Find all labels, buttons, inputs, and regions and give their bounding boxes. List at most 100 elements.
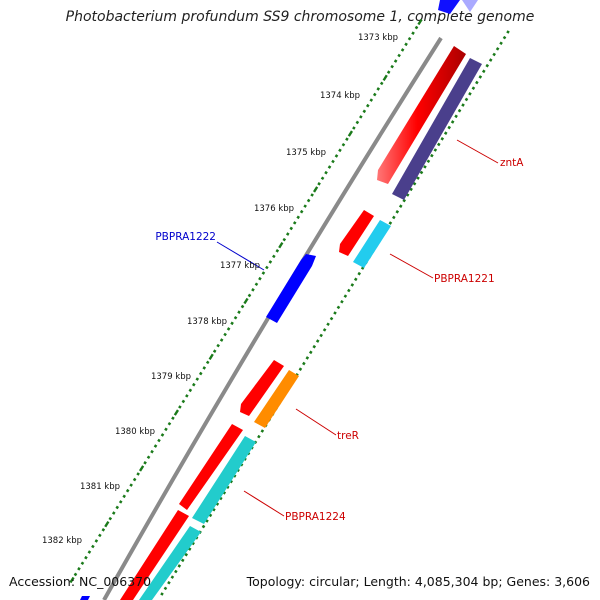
inner-minor-tick	[215, 502, 220, 506]
inner-minor-tick	[502, 35, 507, 40]
outer-minor-tick	[268, 260, 273, 264]
outer-major-tick	[278, 242, 284, 249]
inner-minor-tick	[315, 339, 320, 343]
gene-label-trer[interactable]: treR	[337, 430, 359, 442]
leader-PBPRA1224	[243, 490, 285, 517]
inner-minor-tick	[232, 474, 237, 478]
outer-minor-tick	[98, 533, 102, 538]
outer-minor-tick	[355, 120, 360, 125]
inner-minor-tick	[347, 288, 351, 293]
inner-minor-tick	[180, 558, 185, 563]
inner-minor-tick	[170, 575, 175, 579]
inner-minor-tick	[191, 541, 195, 546]
outer-minor-tick	[205, 360, 210, 365]
outer-minor-tick	[327, 165, 332, 169]
gene-label-znta[interactable]: zntA	[500, 157, 524, 169]
inner-minor-tick	[350, 283, 355, 287]
inner-minor-tick	[485, 63, 490, 68]
inner-minor-tick	[333, 311, 337, 315]
inner-minor-tick	[298, 367, 303, 371]
outer-minor-tick	[390, 64, 394, 69]
outer-minor-tick	[275, 248, 280, 253]
inner-minor-tick	[419, 170, 424, 175]
outer-minor-tick	[233, 315, 238, 320]
outer-minor-tick	[178, 405, 182, 409]
inner-minor-tick	[468, 92, 472, 96]
inner-minor-tick	[174, 569, 178, 574]
outer-minor-tick	[386, 70, 391, 75]
inner-minor-tick	[495, 47, 500, 51]
inner-minor-tick	[461, 103, 465, 107]
inner-minor-tick	[177, 564, 182, 568]
outer-minor-tick	[132, 477, 137, 482]
inner-minor-tick	[430, 153, 434, 158]
inner-minor-tick	[260, 429, 265, 433]
outer-minor-tick	[195, 377, 200, 381]
outer-minor-tick	[129, 483, 133, 487]
inner-minor-tick	[426, 159, 431, 164]
inner-minor-tick	[187, 547, 192, 551]
outer-minor-tick	[341, 142, 346, 147]
inner-minor-tick	[454, 114, 458, 119]
inner-minor-tick	[506, 30, 510, 34]
outer-minor-tick	[393, 59, 398, 63]
leader-PBPRA1222	[216, 241, 265, 271]
outer-minor-tick	[292, 221, 297, 225]
outer-minor-tick	[254, 282, 259, 287]
outer-minor-tick	[334, 154, 339, 158]
tick-label-group: 1373 kbp 1374 kbp 1375 kbp 1376 kbp 1377 kbp…	[42, 33, 398, 546]
gene-label-pbpra1224[interactable]: PBPRA1224	[285, 511, 346, 523]
outer-minor-tick	[216, 343, 220, 348]
outer-minor-tick	[331, 159, 335, 164]
inner-minor-tick	[302, 361, 306, 366]
outer-minor-tick	[226, 327, 231, 331]
gene-label-pbpra1221[interactable]: PBPRA1221	[434, 273, 495, 285]
outer-minor-tick	[400, 48, 405, 52]
gene-blue-bottom	[80, 596, 90, 600]
inner-minor-tick	[450, 120, 455, 124]
outer-minor-tick	[237, 310, 241, 314]
outer-minor-tick	[352, 126, 356, 130]
gene-arrow-ring-treR	[240, 360, 284, 416]
gene-PBPRA1224	[192, 436, 256, 524]
outer-minor-tick	[118, 500, 123, 504]
outer-minor-tick	[188, 388, 193, 393]
accession-text: Accession: NC_006370	[9, 574, 152, 589]
outer-major-tick	[347, 130, 354, 137]
inner-minor-tick	[499, 41, 503, 46]
leader-zntA	[456, 139, 499, 164]
outer-minor-tick	[219, 338, 224, 342]
inner-minor-tick	[329, 316, 334, 321]
inner-minor-tick	[398, 204, 403, 209]
gene-arrow-ring-1221	[339, 210, 374, 256]
outer-minor-tick	[164, 427, 168, 432]
outer-minor-tick	[146, 455, 151, 460]
gene-zntA	[392, 58, 482, 200]
backbone-arc	[107, 38, 449, 600]
outer-minor-tick	[77, 567, 81, 571]
gene-arrow-ring-red-b	[120, 510, 189, 600]
outer-minor-tick	[320, 176, 325, 181]
outer-minor-tick	[167, 421, 172, 426]
gene-arrow-ring-zntA	[377, 46, 466, 184]
inner-minor-tick	[222, 491, 227, 495]
outer-minor-tick	[94, 539, 99, 543]
inner-minor-tick	[312, 344, 317, 349]
outer-major-tick	[312, 186, 319, 193]
outer-minor-tick	[115, 505, 120, 510]
tick-label: 1378 kbp	[187, 317, 227, 327]
outer-minor-tick	[317, 182, 321, 186]
outer-major-tick	[138, 465, 145, 472]
tick-label: 1377 kbp	[220, 261, 260, 271]
inner-minor-tick	[257, 434, 261, 439]
outer-major-tick	[382, 74, 388, 81]
outer-minor-tick	[185, 394, 189, 398]
outer-minor-tick	[251, 288, 255, 292]
tick-label: 1380 kbp	[115, 427, 155, 437]
inner-minor-tick	[423, 165, 427, 169]
leader-PBPRA1221	[389, 253, 434, 279]
outer-minor-tick	[376, 87, 381, 91]
gene-label-pbpra1222[interactable]: PBPRA1222	[155, 231, 216, 243]
backbone-arc-line	[102, 36, 443, 600]
inner-minor-tick	[478, 75, 483, 79]
